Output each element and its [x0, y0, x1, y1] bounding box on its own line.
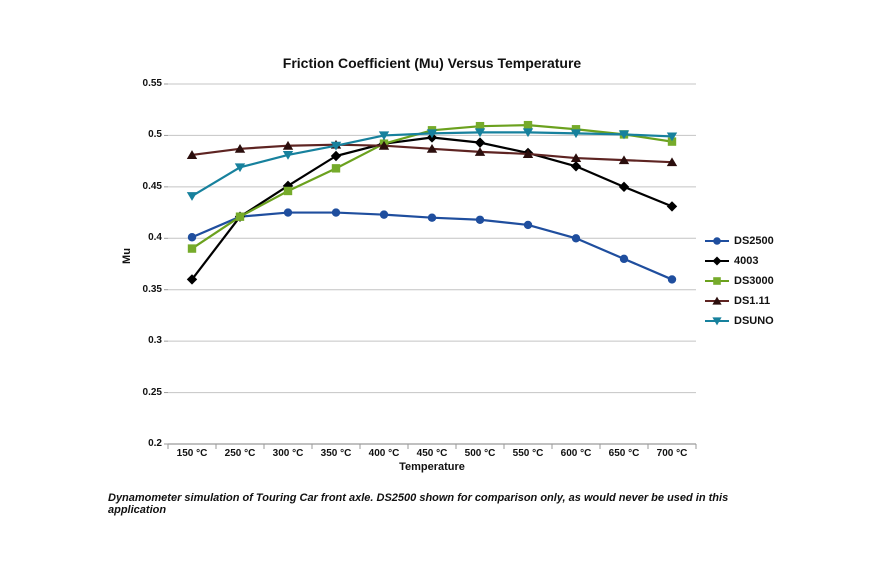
legend-label: 4003	[734, 255, 759, 267]
legend-item-DS1.11: DS1.11	[705, 291, 774, 311]
DS1.11-marker	[666, 157, 678, 167]
legend-label: DSUNO	[734, 315, 774, 327]
y-tick-label: 0.55	[142, 78, 162, 89]
DS2500-marker	[571, 234, 581, 243]
DSUNO-marker	[426, 129, 438, 139]
y-tick-label: 0.4	[148, 232, 162, 244]
legend-item-4003: 4003	[705, 251, 774, 271]
DS3000-marker	[331, 164, 341, 173]
DS1.11-marker	[234, 144, 246, 153]
x-tick-label: 350 °C	[320, 448, 352, 459]
y-tick-label: 0.45	[142, 180, 162, 192]
DSUNO-marker	[618, 130, 630, 140]
y-tick-label: 0.35	[142, 283, 162, 295]
y-tick-label: 0.3	[148, 335, 162, 347]
y-axis-title: Mu	[121, 248, 133, 264]
DS2500-line	[190, 211, 674, 281]
4003-marker	[330, 150, 342, 162]
legend: DS2500 4003 DS3000 DS1.11 DSUNO	[705, 231, 774, 331]
DS2500-marker	[475, 215, 485, 224]
legend-item-DSUNO: DSUNO	[705, 311, 774, 331]
DS2500-marker	[427, 213, 437, 222]
legend-item-DS2500: DS2500	[705, 231, 774, 251]
DSUNO-marker	[282, 150, 294, 160]
x-tick-label: 300 °C	[272, 448, 304, 459]
x-tick-label: 250 °C	[224, 448, 256, 459]
DS1.11-marker	[186, 150, 198, 159]
4003-marker	[618, 181, 630, 193]
x-tick-label: 650 °C	[608, 448, 640, 459]
DS3000-marker	[283, 186, 293, 196]
DS3000-marker	[571, 125, 581, 134]
legend-label: DS2500	[734, 235, 774, 247]
DS3000-marker	[667, 137, 677, 146]
DSUNO-marker	[186, 192, 198, 201]
DS3000-marker	[523, 120, 533, 130]
DSUNO-marker	[330, 141, 342, 151]
DS1.11-marker	[618, 155, 630, 165]
DS1.11-marker	[522, 149, 534, 158]
DS1.11-marker	[282, 140, 294, 150]
DS3000-legend-marker-icon	[705, 277, 729, 285]
DS2500-legend-marker-icon	[705, 237, 729, 245]
4003-marker	[186, 274, 198, 285]
DS2500-marker	[667, 275, 677, 284]
4003-marker	[570, 161, 582, 172]
y-tick-label: 0.5	[148, 129, 162, 141]
y-tick-label: 0.2	[148, 438, 162, 449]
DSUNO-marker	[378, 131, 390, 141]
x-tick-label: 600 °C	[560, 448, 592, 459]
DS2500-marker	[619, 254, 629, 264]
DS1.11-marker	[426, 144, 438, 153]
DSUNO-marker	[570, 129, 582, 139]
DS3000-marker	[187, 244, 197, 253]
DS3000-marker	[475, 121, 485, 131]
DS1.11-marker	[570, 153, 582, 163]
x-tick-label: 500 °C	[464, 448, 496, 459]
DSUNO-marker	[234, 163, 246, 173]
DS1.11-marker	[474, 147, 486, 156]
legend-item-DS3000: DS3000	[705, 271, 774, 291]
DS2500-marker	[187, 233, 197, 242]
legend-label: DS3000	[734, 275, 774, 287]
y-tick-label: 0.25	[142, 386, 162, 398]
caption: Dynamometer simulation of Touring Car fr…	[108, 492, 729, 516]
4003-marker	[666, 201, 678, 212]
DSUNO-marker	[666, 132, 678, 142]
x-tick-label: 150 °C	[176, 448, 208, 459]
x-tick-label: 550 °C	[512, 448, 544, 459]
DS1.11-legend-marker-icon	[705, 296, 729, 305]
DSUNO-marker	[522, 128, 534, 138]
DS2500-marker	[331, 208, 341, 217]
x-tick-label: 450 °C	[416, 448, 448, 459]
chart-title: Friction Coefficient (Mu) Versus Tempera…	[282, 55, 582, 71]
DS2500-marker	[283, 208, 293, 217]
x-axis-title: Temperature	[399, 461, 465, 473]
DS2500-marker	[523, 220, 533, 230]
DS1.11-marker	[378, 140, 390, 150]
DS3000-marker	[235, 212, 245, 221]
x-tick-label: 400 °C	[368, 448, 400, 459]
DSUNO-legend-marker-icon	[705, 317, 729, 326]
DSUNO-marker	[474, 128, 486, 138]
x-tick-label: 700 °C	[656, 448, 688, 459]
DS2500-marker	[379, 210, 389, 219]
4003-legend-marker-icon	[705, 256, 729, 266]
4003-marker	[474, 137, 486, 148]
legend-label: DS1.11	[734, 295, 771, 307]
